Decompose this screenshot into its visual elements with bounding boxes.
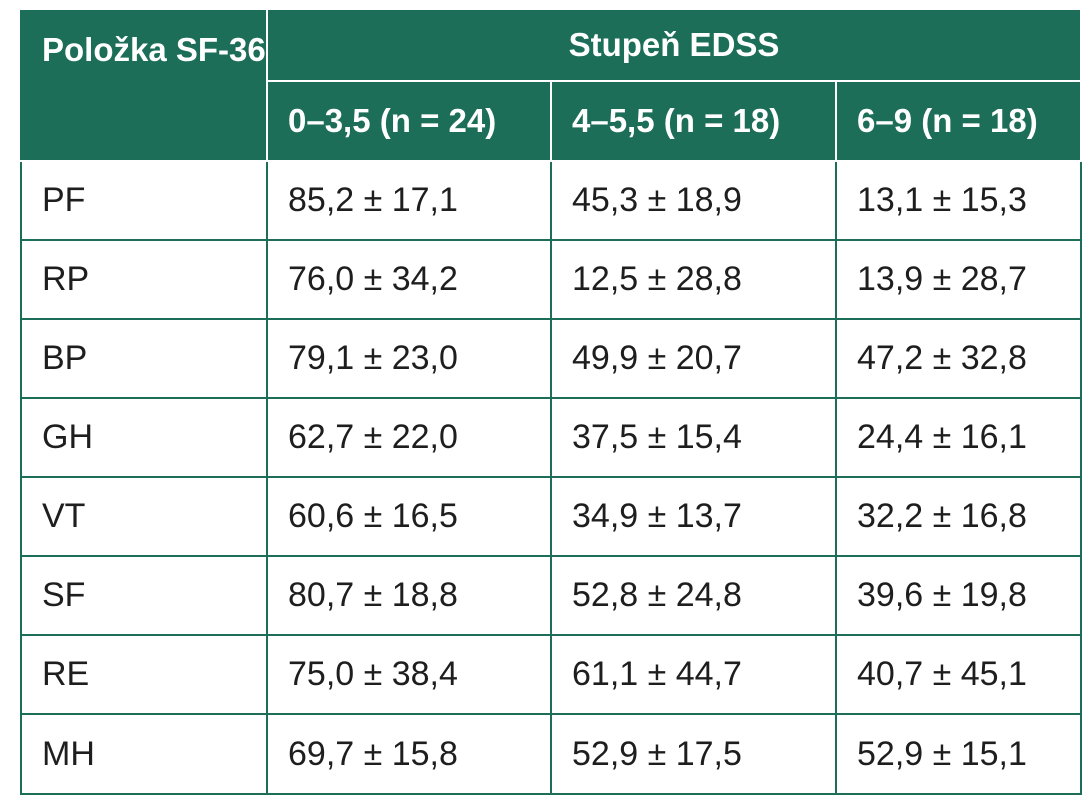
table-cell: 13,1 ± 15,3 — [835, 160, 1082, 241]
column-header-edss-4-5-5: 4–5,5 (n = 18) — [550, 80, 837, 162]
table-row: VT 60,6 ± 16,5 34,9 ± 13,7 32,2 ± 16,8 — [20, 476, 1082, 557]
table-header: Položka SF-36 Stupeň EDSS 0–3,5 (n = 24)… — [20, 8, 1082, 162]
table-cell: 34,9 ± 13,7 — [550, 476, 837, 557]
table-row: GH 62,7 ± 22,0 37,5 ± 15,4 24,4 ± 16,1 — [20, 397, 1082, 478]
table-cell: 47,2 ± 32,8 — [835, 318, 1082, 399]
table-row: RP 76,0 ± 34,2 12,5 ± 28,8 13,9 ± 28,7 — [20, 239, 1082, 320]
header-row-columns: 0–3,5 (n = 24) 4–5,5 (n = 18) 6–9 (n = 1… — [21, 80, 1082, 162]
table-cell: 49,9 ± 20,7 — [550, 318, 837, 399]
table-body: PF 85,2 ± 17,1 45,3 ± 18,9 13,1 ± 15,3 R… — [20, 160, 1082, 795]
table-cell: 85,2 ± 17,1 — [266, 160, 552, 241]
table-row: MH 69,7 ± 15,8 52,9 ± 17,5 52,9 ± 15,1 — [20, 713, 1082, 795]
table-cell: 24,4 ± 16,1 — [835, 397, 1082, 478]
column-header-edss-0-3-5: 0–3,5 (n = 24) — [266, 80, 552, 162]
table-cell: 52,9 ± 15,1 — [835, 713, 1082, 795]
row-item-label: VT — [20, 476, 268, 557]
table-cell: 76,0 ± 34,2 — [266, 239, 552, 320]
table-row: RE 75,0 ± 38,4 61,1 ± 44,7 40,7 ± 45,1 — [20, 634, 1082, 715]
table-cell: 75,0 ± 38,4 — [266, 634, 552, 715]
table-cell: 45,3 ± 18,9 — [550, 160, 837, 241]
table-row: SF 80,7 ± 18,8 52,8 ± 24,8 39,6 ± 19,8 — [20, 555, 1082, 636]
table-cell: 39,6 ± 19,8 — [835, 555, 1082, 636]
row-item-label: GH — [20, 397, 268, 478]
table-row: BP 79,1 ± 23,0 49,9 ± 20,7 47,2 ± 32,8 — [20, 318, 1082, 399]
row-item-label: RP — [20, 239, 268, 320]
edss-group-header: Stupeň EDSS — [266, 8, 1082, 82]
row-item-label: PF — [20, 160, 268, 241]
table-row: PF 85,2 ± 17,1 45,3 ± 18,9 13,1 ± 15,3 — [20, 160, 1082, 241]
table-cell: 12,5 ± 28,8 — [550, 239, 837, 320]
table-cell: 79,1 ± 23,0 — [266, 318, 552, 399]
row-item-label: SF — [20, 555, 268, 636]
table-cell: 52,9 ± 17,5 — [550, 713, 837, 795]
table-cell: 60,6 ± 16,5 — [266, 476, 552, 557]
table-cell: 80,7 ± 18,8 — [266, 555, 552, 636]
table-cell: 32,2 ± 16,8 — [835, 476, 1082, 557]
table-cell: 52,8 ± 24,8 — [550, 555, 837, 636]
item-column-header: Položka SF-36 — [20, 8, 268, 162]
row-item-label: RE — [20, 634, 268, 715]
table-cell: 13,9 ± 28,7 — [835, 239, 1082, 320]
row-item-label: BP — [20, 318, 268, 399]
table-cell: 37,5 ± 15,4 — [550, 397, 837, 478]
table-cell: 40,7 ± 45,1 — [835, 634, 1082, 715]
table-cell: 69,7 ± 15,8 — [266, 713, 552, 795]
sf36-edss-table: Položka SF-36 Stupeň EDSS 0–3,5 (n = 24)… — [20, 8, 1082, 795]
row-item-label: MH — [20, 713, 268, 795]
table-cell: 61,1 ± 44,7 — [550, 634, 837, 715]
table-cell: 62,7 ± 22,0 — [266, 397, 552, 478]
header-row-group: Položka SF-36 Stupeň EDSS — [20, 8, 1082, 162]
column-header-edss-6-9: 6–9 (n = 18) — [835, 80, 1082, 162]
